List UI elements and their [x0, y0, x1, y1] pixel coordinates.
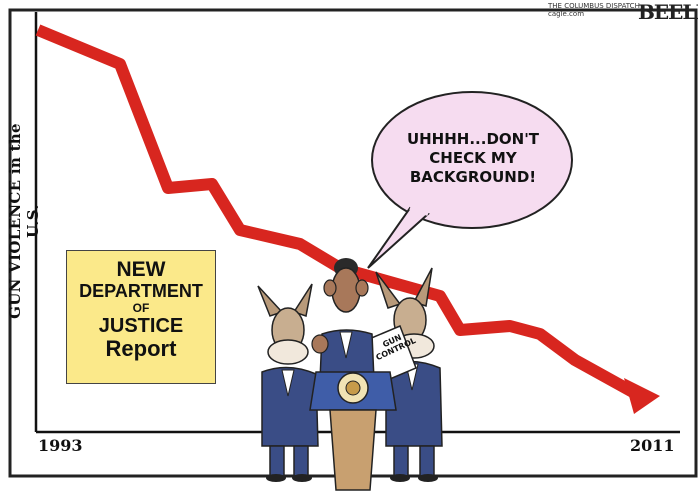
x-axis-end-label: 2011	[630, 436, 675, 455]
speech-bubble-tail	[367, 206, 430, 269]
report-line-of: OF	[132, 301, 150, 315]
y-axis-label: GUN VIOLENCE in the U.S.	[6, 123, 42, 319]
artist-signature: BEELER	[638, 0, 698, 24]
report-line-report: Report	[105, 336, 177, 361]
bubble-line-2: CHECK MY	[429, 149, 517, 167]
left-donkey-figure	[257, 283, 319, 482]
publication-credit: THE COLUMBUS DISPATCH cagle.com	[548, 2, 648, 18]
credit-paper: THE COLUMBUS DISPATCH	[548, 2, 640, 10]
podium	[309, 371, 397, 491]
speech-bubble	[371, 91, 573, 229]
report-line-department: DEPARTMENT	[79, 281, 203, 301]
bubble-line-1: UHHHH...DON'T	[406, 130, 540, 148]
x-axis-start-label: 1993	[38, 436, 83, 455]
report-line-new: NEW	[116, 258, 166, 281]
trend-arrowhead	[624, 378, 660, 414]
president-figure	[311, 258, 375, 381]
bubble-line-3: BACKGROUND!	[409, 168, 537, 186]
credit-site: cagle.com	[548, 10, 585, 18]
speech-bubble-text: UHHHH...DON'T CHECK MY BACKGROUND!	[398, 130, 548, 187]
report-line-justice: JUSTICE	[98, 315, 184, 337]
doj-report-box: NEW DEPARTMENT OF JUSTICE Report	[66, 250, 216, 384]
